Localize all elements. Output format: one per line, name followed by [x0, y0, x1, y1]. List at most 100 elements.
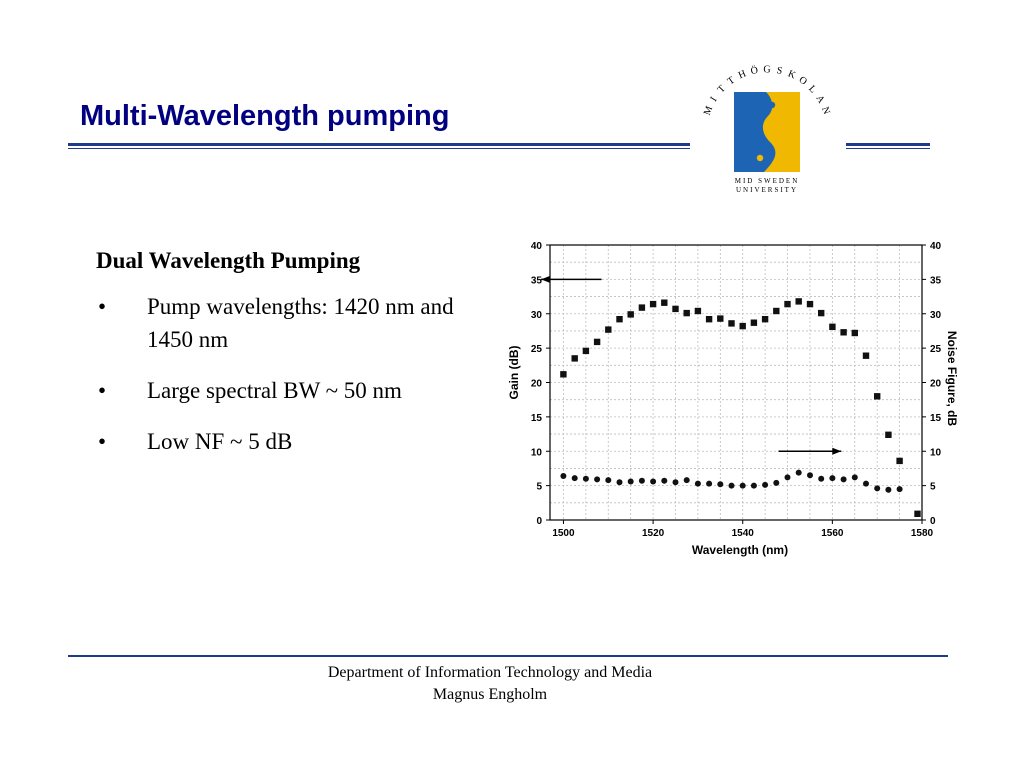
logo-ring-letter: T — [726, 75, 737, 88]
noise-figure-point — [728, 482, 735, 489]
logo-ring-letter: O — [797, 74, 809, 87]
y-tick-label-right: 0 — [930, 516, 936, 527]
y-tick-label-right: 10 — [930, 447, 942, 458]
y-tick-label-left: 40 — [531, 241, 543, 252]
y-tick-label-right: 25 — [930, 344, 942, 355]
y-tick-label-right: 15 — [930, 413, 942, 424]
noise-figure-point — [795, 469, 802, 476]
gain-point — [840, 329, 847, 336]
logo-ring-letter: S — [776, 65, 784, 77]
noise-figure-point — [616, 479, 623, 486]
noise-figure-point — [560, 473, 567, 479]
noise-figure-point — [863, 480, 869, 487]
x-tick-label: 1520 — [642, 528, 665, 539]
title-rule-right-thin — [846, 148, 930, 149]
gain-point — [717, 315, 724, 322]
gain-point — [862, 352, 870, 359]
gain-point — [728, 320, 735, 327]
x-tick-label: 1500 — [552, 528, 575, 539]
noise-figure-point — [784, 474, 791, 481]
y-axis-label-right: Noise Figure, dB — [945, 331, 959, 427]
gain-point — [739, 322, 746, 330]
bullet-dot: • — [98, 378, 107, 403]
bullet-text: Large spectral BW ~ 50 nm — [147, 378, 402, 403]
bullet-text: Pump wavelengths: 1420 nm and 1450 nm — [147, 294, 454, 352]
noise-figure-point — [851, 474, 858, 481]
logo-subtitle-2: UNIVERSITY — [736, 186, 798, 194]
gain-point — [593, 338, 601, 346]
gain-point — [683, 309, 690, 317]
footer: Department of Information Technology and… — [0, 662, 980, 706]
noise-figure-point — [818, 475, 825, 482]
gain-point — [605, 326, 612, 333]
gain-point — [829, 323, 836, 330]
gain-point — [616, 316, 623, 323]
y-tick-label-left: 0 — [536, 516, 542, 527]
y-tick-label-right: 20 — [930, 379, 942, 390]
x-tick-label: 1580 — [911, 528, 934, 539]
annotation-arrow-head — [541, 275, 551, 283]
y-tick-label-left: 15 — [531, 413, 543, 424]
bullet-dot: • — [98, 429, 107, 454]
logo-emblem-yellow — [762, 92, 800, 172]
gain-point — [773, 307, 780, 315]
noise-figure-point — [896, 486, 903, 493]
noise-figure-point — [582, 475, 589, 482]
noise-figure-point — [650, 478, 657, 485]
logo-subtitle-1: MID SWEDEN — [735, 177, 800, 185]
logo-ring-letter: K — [786, 68, 798, 81]
y-tick-label-right: 5 — [930, 482, 936, 493]
gain-point — [784, 300, 791, 308]
x-tick-label: 1560 — [821, 528, 844, 539]
gain-point — [750, 319, 758, 326]
noise-figure-point — [885, 486, 892, 493]
noise-figure-point — [683, 477, 690, 484]
logo-ring-letter: I — [708, 95, 719, 104]
gain-point — [914, 510, 921, 517]
noise-figure-point — [571, 475, 578, 482]
y-tick-label-left: 10 — [531, 447, 543, 458]
content-block: Dual Wavelength Pumping • Pump wavelength… — [96, 248, 496, 476]
y-tick-label-right: 40 — [930, 241, 942, 252]
gain-point — [582, 347, 590, 355]
logo-ring-letter: Ö — [750, 64, 760, 77]
slide-title: Multi-Wavelength pumping — [80, 100, 450, 132]
gain-point — [806, 300, 814, 308]
noise-figure-point — [717, 481, 724, 488]
noise-figure-point — [638, 477, 645, 484]
noise-figure-point — [773, 479, 780, 486]
x-axis-label: Wavelength (nm) — [692, 543, 788, 557]
y-tick-label-left: 20 — [531, 379, 543, 390]
logo-dot-upper — [768, 101, 776, 109]
gain-point — [795, 298, 802, 305]
noise-figure-point — [807, 472, 813, 479]
noise-figure-point — [840, 476, 847, 483]
logo-ring-letter: G — [763, 64, 770, 75]
noise-figure-point — [594, 476, 601, 483]
footer-rule — [68, 655, 948, 657]
bullet-item: • Low NF ~ 5 dB — [96, 425, 487, 458]
gain-point — [571, 355, 578, 362]
noise-figure-point — [605, 477, 612, 484]
gain-point — [649, 300, 657, 308]
gain-point — [661, 299, 668, 306]
logo-ring-letter: L — [806, 83, 818, 95]
noise-figure-point — [706, 480, 713, 487]
y-tick-label-left: 35 — [531, 275, 543, 286]
noise-figure-point — [762, 481, 769, 488]
logo-ring-letter: A — [813, 93, 827, 106]
noise-figure-point — [750, 482, 757, 489]
y-tick-label-right: 30 — [930, 310, 942, 321]
gain-point — [627, 311, 634, 318]
bullet-item: • Pump wavelengths: 1420 nm and 1450 nm — [96, 290, 487, 356]
noise-figure-point — [829, 475, 836, 482]
title-rule-right — [846, 143, 930, 146]
noise-figure-point — [672, 479, 679, 486]
gain-point — [851, 329, 858, 337]
logo-ring-letter: H — [737, 68, 748, 81]
y-tick-label-left: 25 — [531, 344, 543, 355]
y-tick-label-left: 30 — [531, 310, 543, 321]
